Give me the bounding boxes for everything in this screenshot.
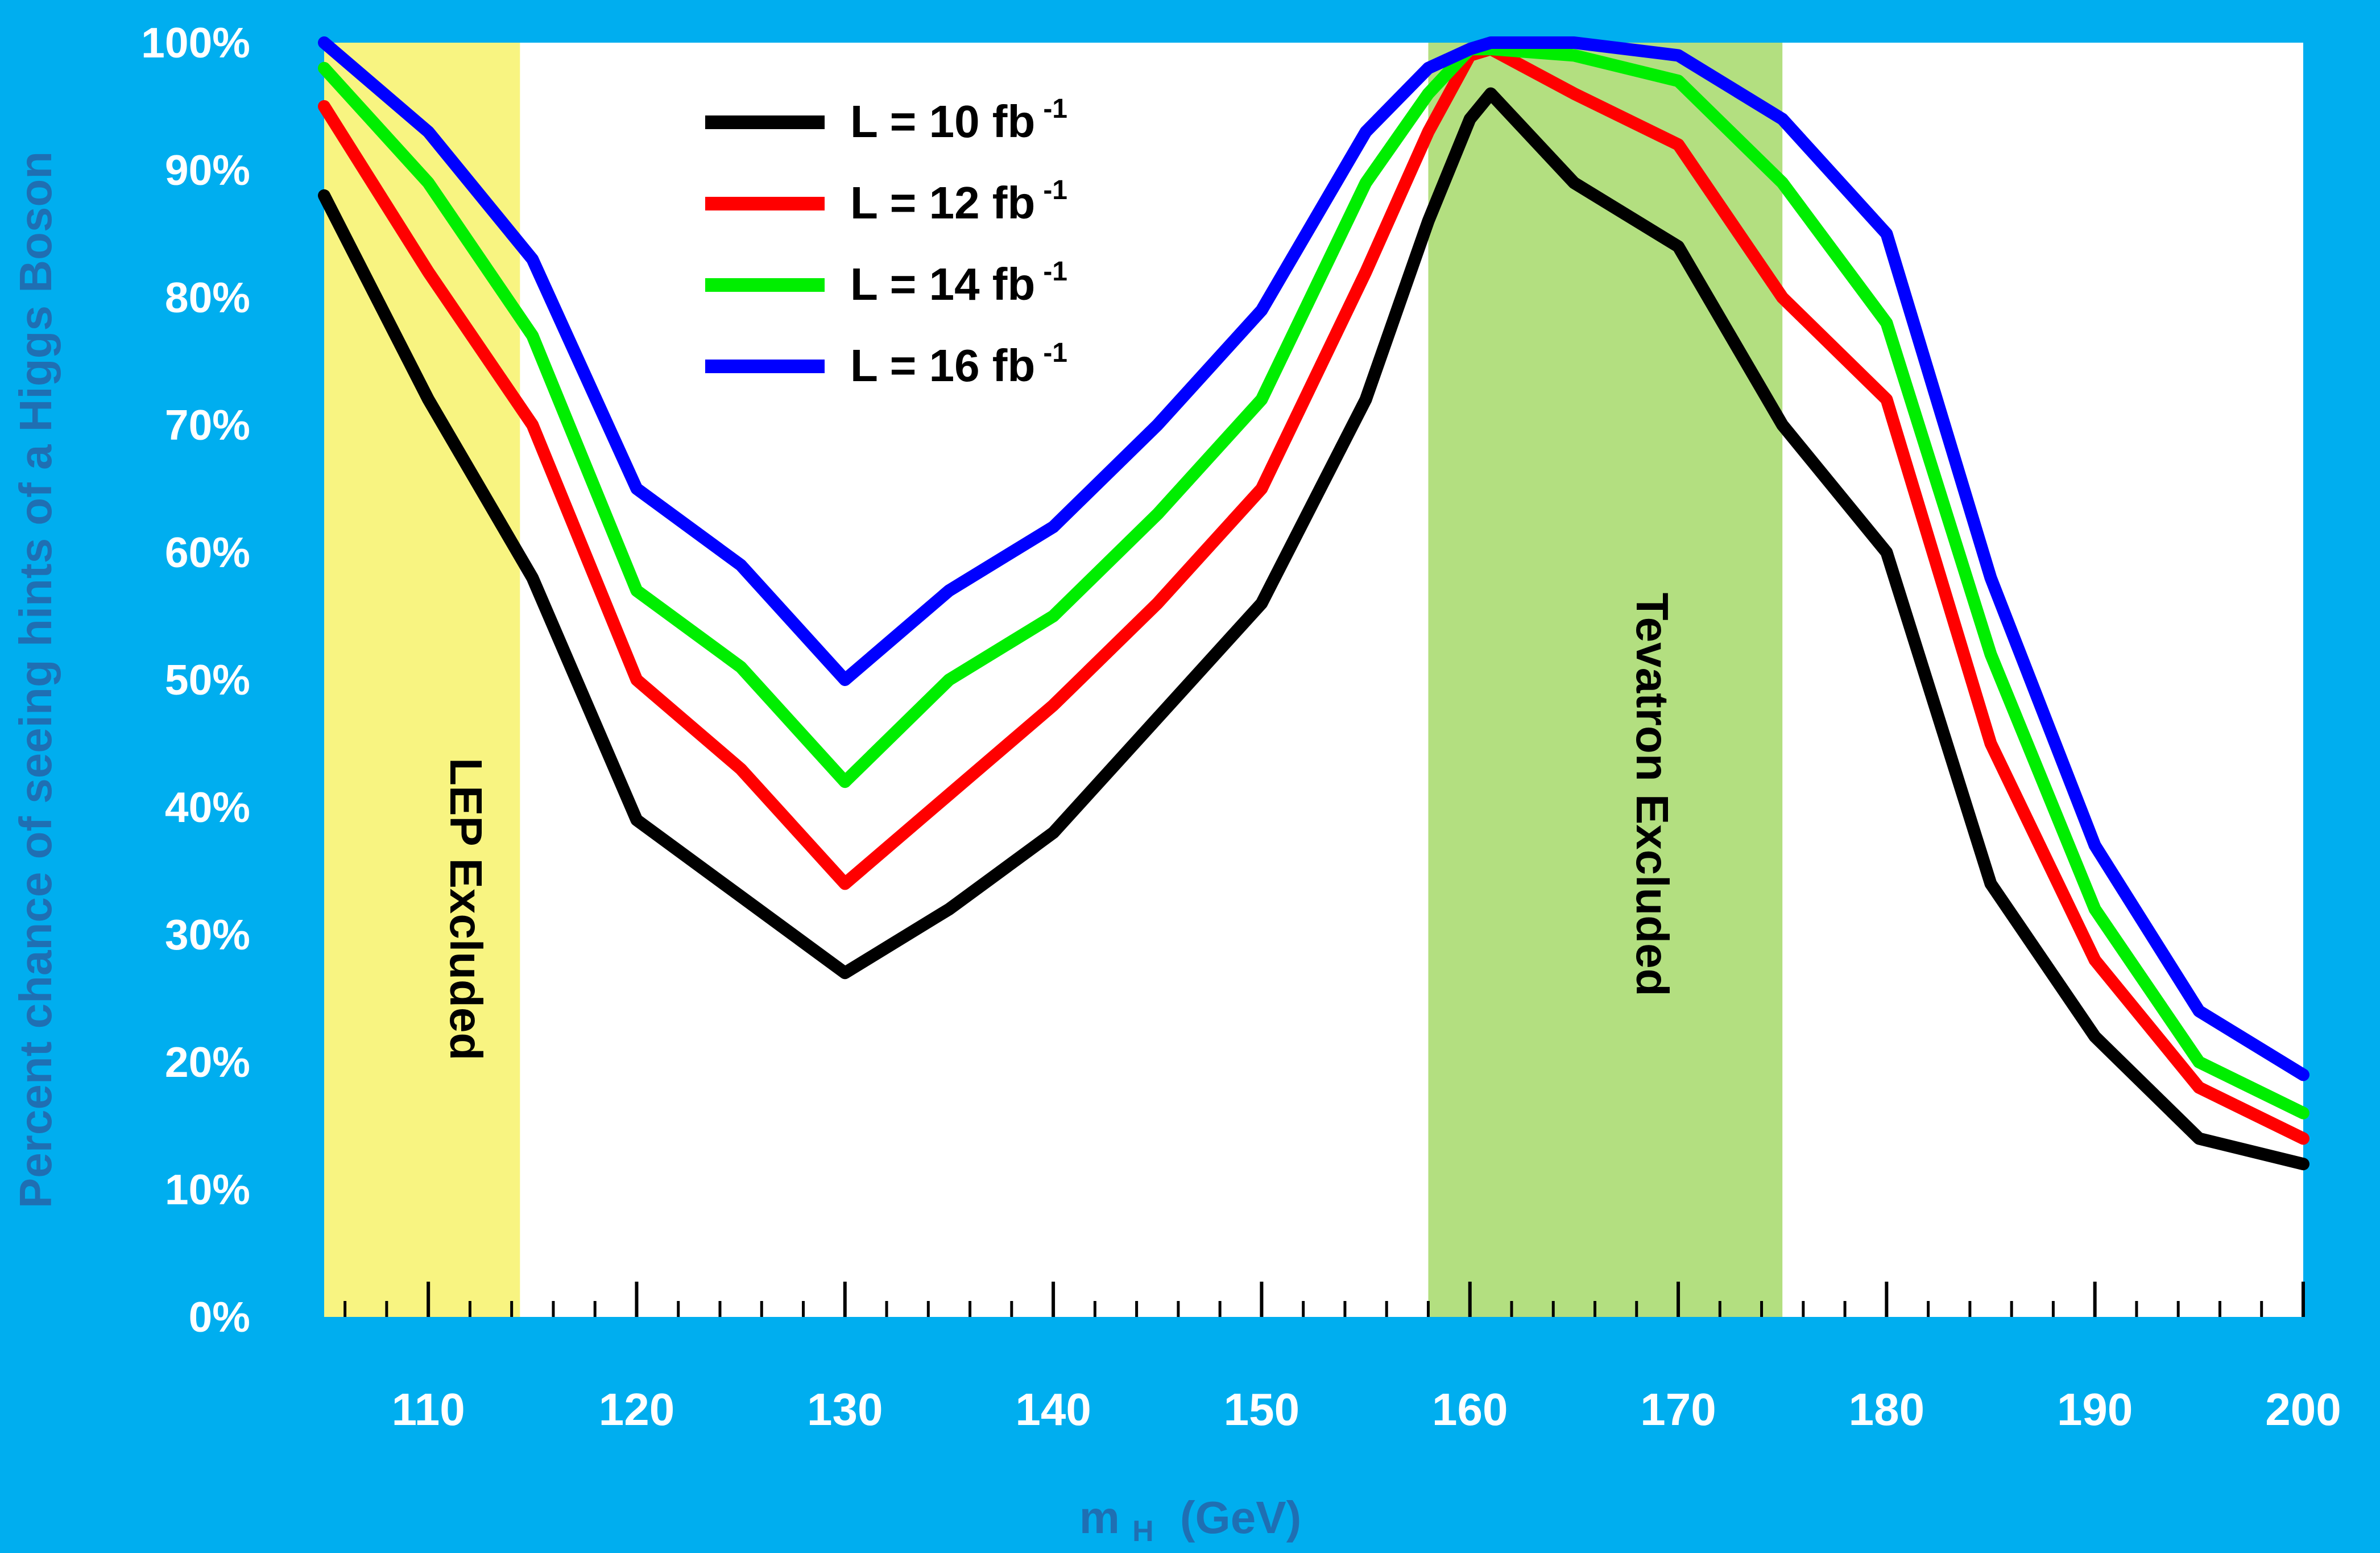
x-tick-label: 150 [1224, 1384, 1299, 1435]
legend-label-superscript: -1 [1043, 175, 1067, 205]
x-axis-label-main: m [1079, 1492, 1120, 1543]
legend-label-1: L = 10 fb -1 [850, 94, 1067, 147]
excluded-band-2 [1428, 43, 1783, 1317]
lep-excluded-label: LEP Excluded [441, 758, 491, 1060]
x-tick-label: 140 [1015, 1384, 1091, 1435]
series-lines [318, 36, 2309, 1171]
y-tick-label: 70% [165, 401, 250, 449]
x-tick-label: 160 [1432, 1384, 1508, 1435]
tevatron-excluded-label: Tevatron Excluded [1627, 593, 1678, 997]
legend-label-superscript: -1 [1043, 338, 1067, 368]
legend: L = 10 fb -1L = 12 fb -1L = 14 fb -1L = 16 … [705, 94, 1067, 391]
x-tick-label: 170 [1640, 1384, 1716, 1435]
series-line-4 [318, 36, 2309, 1081]
series-line-2 [318, 43, 2309, 1145]
legend-label-main: L = 12 fb [850, 177, 1035, 228]
legend-label-main: L = 10 fb [850, 96, 1035, 147]
x-tick-label: 180 [1849, 1384, 1924, 1435]
legend-label-superscript: -1 [1043, 94, 1067, 124]
y-tick-label: 20% [165, 1038, 250, 1086]
legend-label-main: L = 14 fb [850, 259, 1035, 309]
y-tick-label: 10% [165, 1166, 250, 1213]
x-axis-label: m H (GeV) [1079, 1492, 1302, 1551]
y-axis-ticks: 0% 10% 20% 30% 40% 50% 60% 70% 80% 90% 100% [141, 19, 250, 1341]
y-tick-label: 80% [165, 274, 250, 321]
y-tick-label: 30% [165, 911, 250, 959]
y-tick-label: 50% [165, 656, 250, 704]
x-tick-label: 200 [2265, 1384, 2341, 1435]
y-tick-label: 40% [165, 783, 250, 831]
legend-label-2: L = 12 fb -1 [850, 175, 1067, 228]
series-line-1 [318, 87, 2309, 1171]
y-tick-label: 60% [165, 528, 250, 576]
series-line-3 [318, 43, 2309, 1120]
legend-label-3: L = 14 fb -1 [850, 257, 1067, 309]
legend-label-main: L = 16 fb [850, 340, 1035, 391]
x-minor-ticks [343, 1301, 2263, 1317]
y-tick-label: 100% [141, 19, 250, 67]
legend-label-superscript: -1 [1043, 257, 1067, 287]
x-tick-label: 190 [2057, 1384, 2133, 1435]
y-tick-label: 0% [189, 1293, 250, 1341]
y-tick-label: 90% [165, 146, 250, 194]
x-tick-label: 130 [807, 1384, 883, 1435]
y-axis-label: Percent chance of seeing hints of a Higg… [10, 151, 61, 1208]
legend-label-4: L = 16 fb -1 [850, 338, 1067, 391]
x-tick-label: 110 [392, 1384, 465, 1435]
band-labels: LEP Excluded Tevatron Excluded [441, 593, 1678, 1061]
x-axis-label-unit: (GeV) [1180, 1492, 1301, 1543]
x-axis-label-subscript: H [1132, 1515, 1154, 1548]
excluded-band-1 [324, 43, 520, 1317]
x-tick-label: 120 [599, 1384, 674, 1435]
x-axis-ticks: 110 120 130 140 150 160 170 180 190 200 [392, 1282, 2341, 1435]
